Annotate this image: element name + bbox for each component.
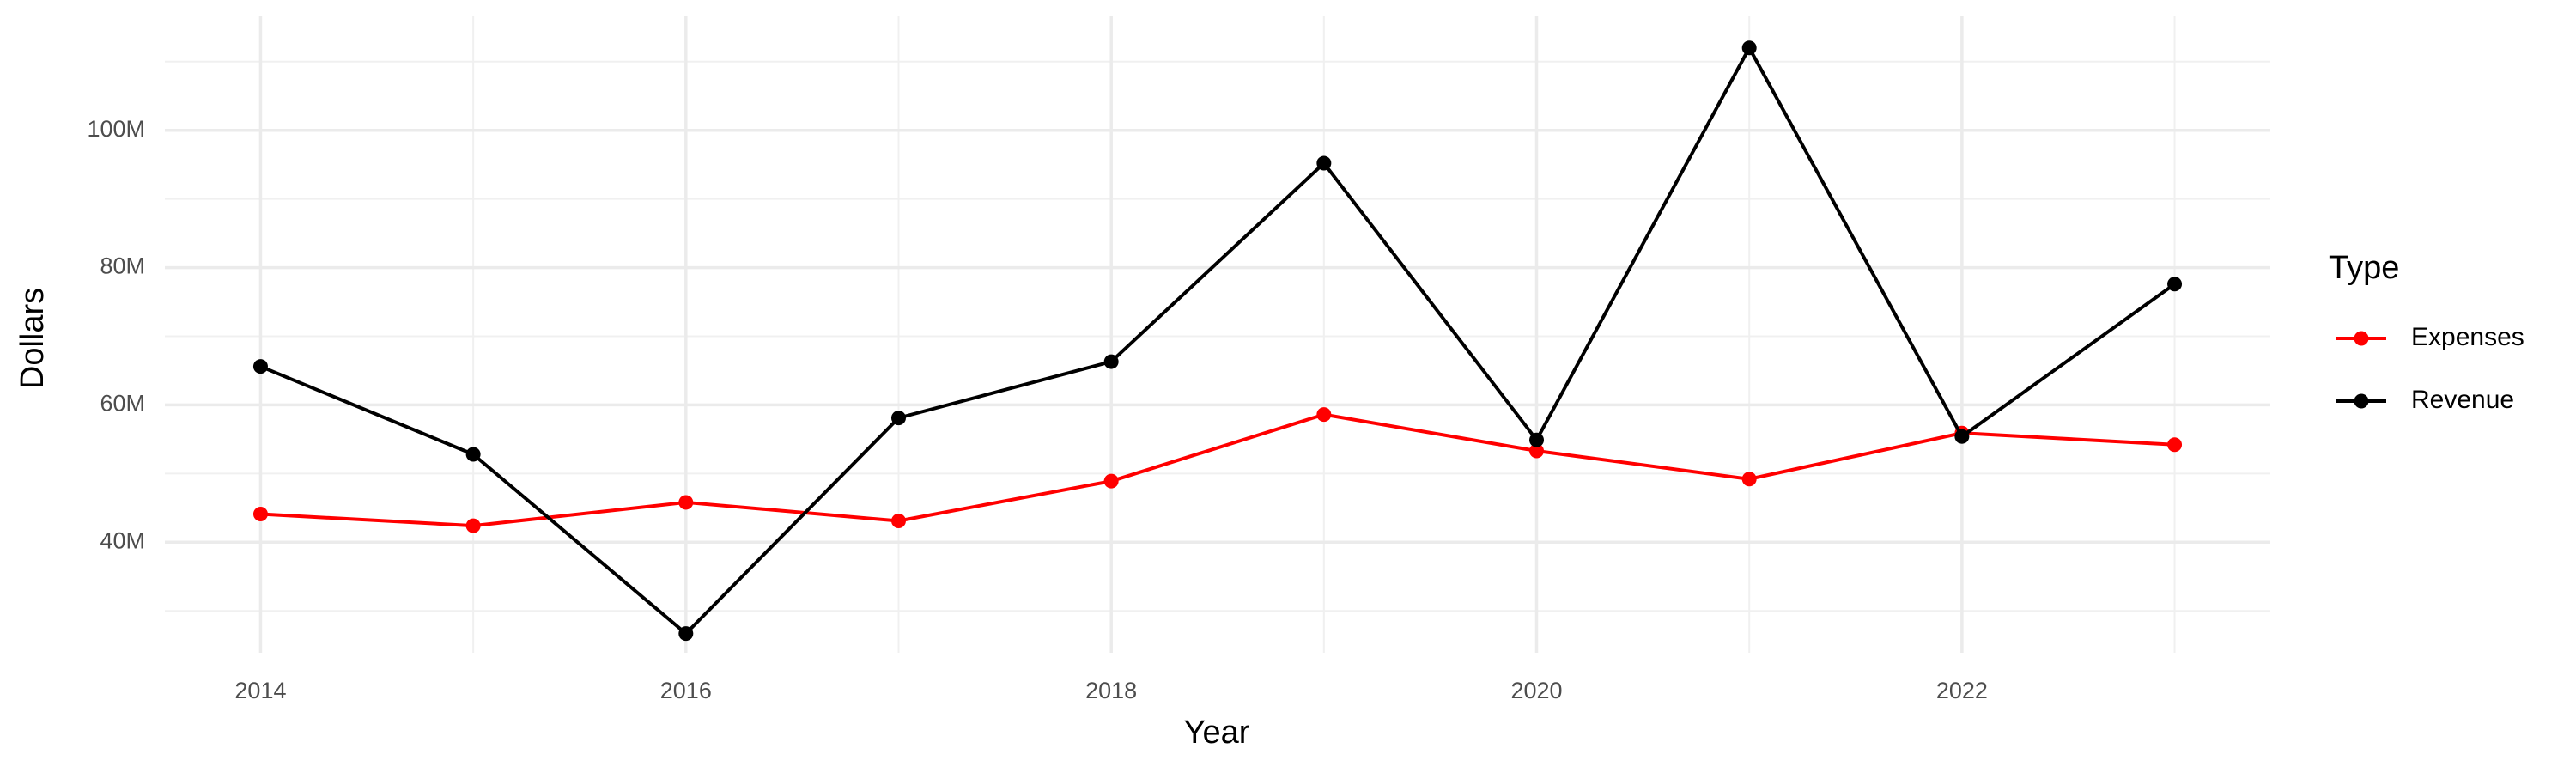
data-point xyxy=(678,626,694,642)
x-tick-label: 2018 xyxy=(1085,678,1137,703)
data-point xyxy=(1529,432,1545,447)
data-point xyxy=(1741,40,1757,56)
x-tick-label: 2022 xyxy=(1936,678,1988,703)
x-tick-label: 2014 xyxy=(234,678,286,703)
data-point xyxy=(890,514,906,529)
series-line xyxy=(260,412,2175,528)
data-point xyxy=(2167,277,2183,292)
x-tick-label: 2016 xyxy=(660,678,712,703)
x-axis-title: Year xyxy=(1184,715,1250,751)
data-point xyxy=(1954,429,1970,444)
series-line xyxy=(259,46,2176,636)
legend-marker xyxy=(2354,331,2369,346)
data-point xyxy=(465,447,481,462)
y-axis-title: Dollars xyxy=(15,288,51,389)
data-point xyxy=(2167,437,2183,453)
data-point xyxy=(1103,354,1119,369)
data-point xyxy=(252,507,268,522)
y-tick-label: 80M xyxy=(100,253,145,279)
data-point xyxy=(252,359,268,374)
legend-label: Expenses xyxy=(2411,323,2524,351)
data-point xyxy=(465,518,481,533)
data-point xyxy=(1529,443,1545,459)
legend-marker xyxy=(2354,393,2369,409)
legend-title: Type xyxy=(2329,250,2399,286)
x-tick-label: 2020 xyxy=(1510,678,1562,703)
data-point xyxy=(890,411,906,426)
data-point xyxy=(1741,472,1757,487)
y-tick-label: 100M xyxy=(87,116,145,142)
legend-label: Revenue xyxy=(2411,386,2514,414)
data-point xyxy=(1103,473,1119,489)
data-point xyxy=(678,495,694,510)
data-point xyxy=(1316,407,1332,423)
y-tick-label: 40M xyxy=(100,527,145,553)
y-tick-label: 60M xyxy=(100,391,145,417)
data-point xyxy=(1316,155,1332,171)
